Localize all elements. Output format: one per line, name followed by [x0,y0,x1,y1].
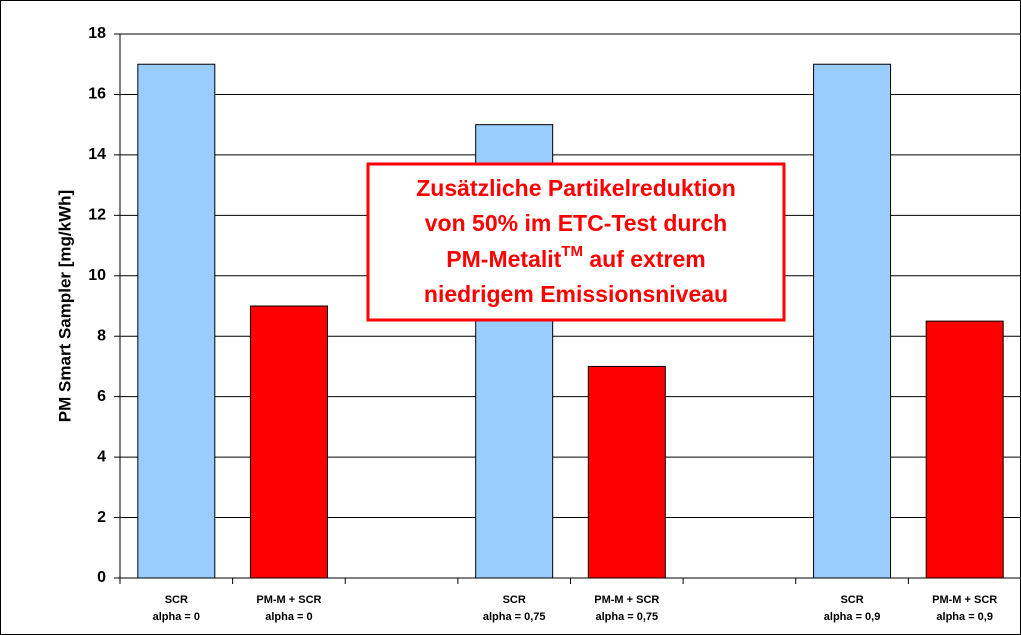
x-tick-label: PM-M + SCR [594,594,659,606]
bar [137,63,216,579]
annotation-text: auf extrem [583,246,706,272]
y-tick-label: 18 [88,25,106,42]
y-tick-label: 2 [97,509,106,526]
annotation-box [366,162,786,322]
y-tick-label: 8 [97,327,106,344]
x-tick-label: alpha = 0 [265,611,312,623]
y-tick-label: 10 [88,267,106,284]
x-tick-label: alpha = 0,9 [936,611,993,623]
bar [249,305,328,579]
x-tick-label: alpha = 0,75 [595,611,658,623]
annotation-line: niedrigem Emissionsniveau [424,281,728,307]
x-tick-label: SCR [165,594,188,606]
y-tick-label: 6 [97,388,106,405]
y-tick-label: 4 [97,448,106,465]
x-tick-label: alpha = 0 [153,611,200,623]
bar [925,320,1004,579]
x-tick-label: alpha = 0,9 [824,611,881,623]
annotation-line: PM-MetalitTM auf extrem [446,243,705,272]
annotation-line: von 50% im ETC-Test durch [425,210,727,236]
y-axis-label: PM Smart Sampler [mg/kWh] [55,190,74,422]
x-tick-label: PM-M + SCR [256,594,321,606]
x-tick-label: alpha = 0,75 [483,611,546,623]
y-tick-label: 0 [97,569,106,586]
annotation-superscript: TM [561,243,583,260]
annotation-text: PM-Metalit [446,246,561,272]
y-tick-label: 14 [88,146,106,163]
bar [813,63,892,579]
bar [587,365,666,579]
x-tick-label: PM-M + SCR [932,594,997,606]
y-tick-label: 12 [88,207,106,224]
x-tick-label: SCR [840,594,863,606]
annotation-line: Zusätzliche Partikelreduktion [416,175,736,201]
y-tick-label: 16 [88,86,106,103]
x-tick-label: SCR [503,594,526,606]
